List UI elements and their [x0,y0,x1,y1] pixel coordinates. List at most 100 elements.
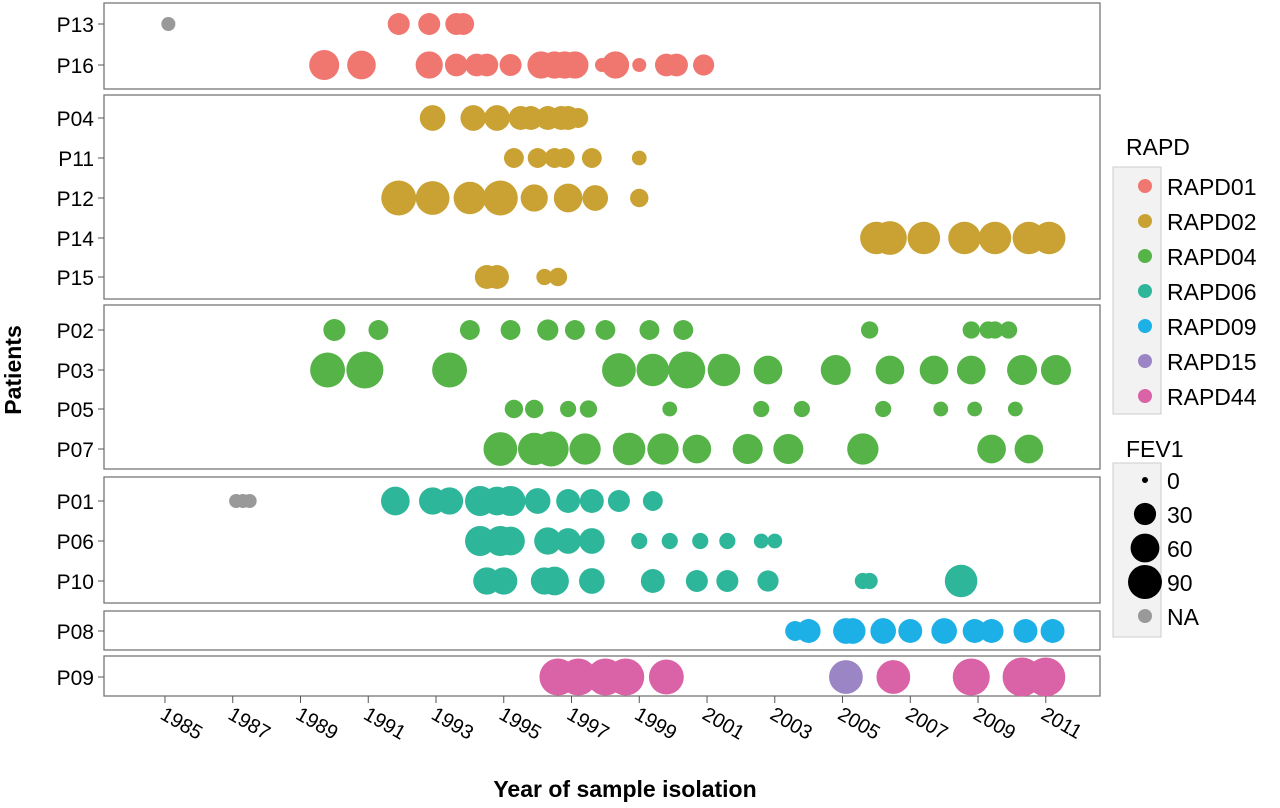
legend-swatch-rapd15 [1138,354,1152,368]
data-point [986,321,1004,339]
y-axis-label: Patients [0,325,26,414]
legend-key-box [1112,166,1162,415]
data-point [499,53,522,77]
x-tick-label: 1987 [224,703,274,744]
data-point [524,488,551,514]
y-tick-label: P13 [57,14,94,37]
legend-label-rapd09: RAPD09 [1167,314,1256,340]
legend-label-rapd44: RAPD44 [1167,384,1257,410]
points-layer [161,12,1071,697]
data-point [716,569,739,593]
data-point [948,221,981,255]
data-point [875,355,905,385]
data-point [839,618,866,644]
data-point [485,265,509,289]
data-point [873,221,907,255]
legend-size-label: 30 [1167,502,1193,528]
x-tick-labels: 1985 1987 1989 1991 1993 1995 1997 1999 2001 2003… [156,696,1086,745]
data-point [540,566,569,596]
data-point [631,532,648,550]
data-point [956,355,986,385]
data-point [642,491,663,511]
data-point [560,400,577,418]
data-point [607,658,645,696]
data-point [1007,354,1038,386]
data-point [595,320,616,340]
data-point [648,659,684,695]
legend-label-rapd04: RAPD04 [1167,244,1257,270]
data-point [1032,221,1066,255]
data-point [820,354,851,386]
legend-size-label: NA [1167,604,1200,630]
x-tick-label: 1989 [292,703,342,744]
y-tick-label: P14 [57,228,95,251]
data-point [564,320,585,340]
data-point [568,108,589,128]
legend-swatch-rapd09 [1138,319,1152,333]
data-point [933,401,949,417]
data-point [452,12,475,36]
data-point [875,400,892,418]
data-point [757,570,779,592]
x-tick-label: 1985 [156,703,206,744]
legend-title-fev1: FEV1 [1126,436,1184,462]
data-point [907,221,941,255]
data-point [829,660,863,694]
data-point [632,57,647,73]
data-point [1040,354,1071,386]
x-tick-label: 1995 [495,703,545,744]
legend-size-label: 0 [1167,468,1180,494]
y-tick-label: P09 [57,667,94,690]
data-point [503,148,524,168]
data-point [999,321,1018,339]
data-point [415,51,443,79]
data-point [346,351,384,389]
y-tick-label: P12 [57,188,94,211]
legend-swatch-rapd01 [1138,179,1152,193]
data-point [368,320,389,340]
legend-swatch-rapd02 [1138,214,1152,228]
data-point [707,353,741,387]
data-point [495,485,526,517]
data-point [569,433,601,465]
data-point [861,572,878,590]
y-tick-labels: P13 P16 P04 P11 P12 P14 P15 P02 P03 P05 P07 P01 P06 P… [57,14,95,690]
data-point [967,401,983,417]
data-point [482,180,518,216]
data-point [387,12,410,36]
y-tick-label: P05 [57,399,94,422]
data-point [719,532,736,550]
legend-size-swatch [1130,533,1160,563]
data-point [607,489,630,513]
data-point [668,351,706,389]
data-point [161,17,176,31]
data-point [753,533,769,549]
data-point [673,320,694,340]
data-point [870,618,896,644]
data-point [1026,657,1066,697]
data-point [537,319,559,341]
data-point [310,352,346,388]
x-tick-label: 1999 [631,703,681,744]
data-point [962,619,987,643]
data-point [520,184,548,212]
legend-label-rapd02: RAPD02 [1167,209,1256,235]
x-tick-label: 2007 [902,703,952,744]
data-point [847,433,879,465]
data-point [548,267,568,287]
data-point [952,658,990,696]
y-tick-label: P08 [57,621,94,644]
data-point [484,105,510,131]
data-point [490,567,518,595]
data-point [459,320,480,340]
x-tick-label: 2001 [699,703,749,744]
legend-swatch-rapd44 [1138,389,1152,403]
data-point [419,105,446,131]
data-point [418,12,441,36]
data-point [536,268,553,286]
data-point [579,528,605,554]
data-point [612,432,646,466]
data-point [962,321,980,339]
data-point [661,532,678,550]
